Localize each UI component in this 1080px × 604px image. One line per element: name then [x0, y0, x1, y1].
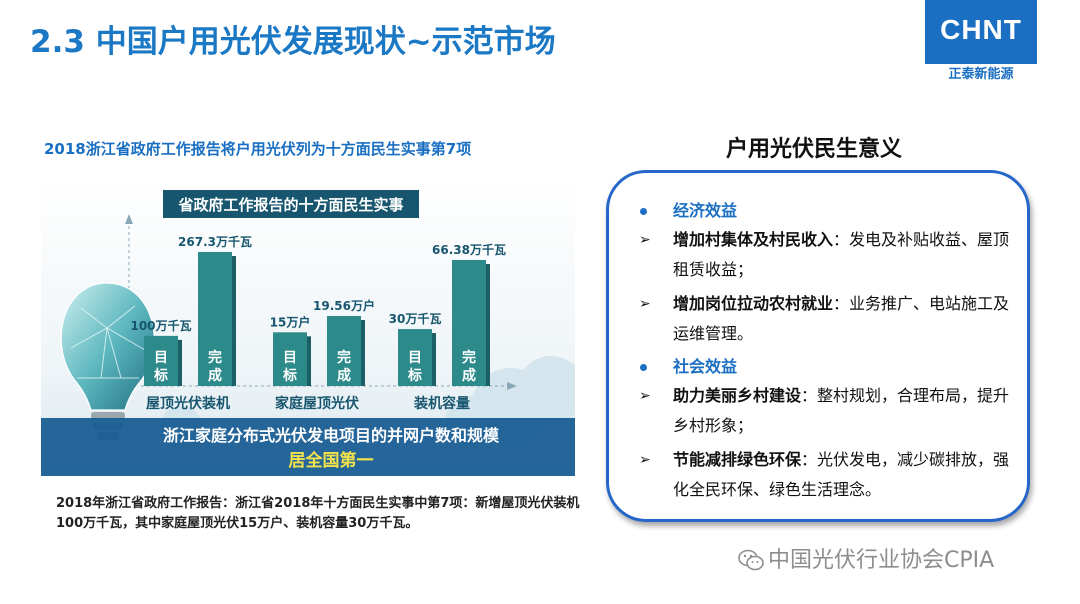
benefit-text: ：整村规划，合理布局，提升乡村形象；	[673, 386, 1010, 435]
bar-type-label: 成	[462, 367, 476, 384]
bar	[327, 316, 361, 386]
bar-type-label: 标	[153, 367, 168, 384]
benefit-title: 增加村集体及村民收入	[673, 230, 834, 249]
benefit-item: ➢ 增加村集体及村民收入：发电及补贴收益、屋顶租赁收益；	[639, 225, 1019, 285]
logo-subtitle: 正泰新能源	[925, 64, 1037, 85]
benefit-text: ：业务推广、电站施工及运维管理。	[673, 294, 1010, 343]
livelihood-infographic: 省政府工作报告的十方面民生实事 100万千瓦目标 267.3万千瓦完成屋顶光伏装机…	[41, 178, 575, 476]
axis-arrow-icon	[125, 214, 133, 224]
watermark: 中国光伏行业协会CPIA	[738, 542, 994, 577]
logo-mark: CHNT	[940, 14, 1022, 45]
bullet-dot-icon	[640, 208, 647, 215]
bar-type-label: 标	[282, 367, 297, 384]
significance-panel: 经济效益 ➢ 增加村集体及村民收入：发电及补贴收益、屋顶租赁收益； ➢ 增加岗位拉动农村…	[606, 170, 1030, 522]
section-heading-text: 社会效益	[673, 357, 738, 376]
bar-type-label: 成	[208, 367, 222, 384]
page-title: 2.3 中国户用光伏发展现状~示范市场	[30, 24, 556, 60]
bar-type-label: 完	[208, 349, 222, 366]
section-heading: 社会效益	[639, 353, 1019, 381]
chint-logo: CHNT 正泰新能源	[925, 0, 1037, 85]
bar	[273, 332, 307, 386]
benefit-text: ：发电及补贴收益、屋顶租赁收益；	[673, 230, 1010, 279]
bar-value-label: 267.3万千瓦	[178, 234, 252, 249]
footer-line-1: 浙江家庭分布式光伏发电项目的并网户数和规模	[163, 426, 500, 445]
bar-type-label: 目	[408, 350, 422, 366]
banner-background	[163, 190, 419, 218]
bar-type-label: 目	[283, 350, 297, 366]
benefit-item: ➢ 增加岗位拉动农村就业：业务推广、电站施工及运维管理。	[639, 289, 1019, 349]
watermark-text: 中国光伏行业协会CPIA	[768, 548, 995, 573]
bar	[398, 329, 432, 386]
section-heading-text: 经济效益	[673, 201, 738, 220]
banner-text: 省政府工作报告的十方面民生实事	[177, 196, 403, 214]
panel-title: 户用光伏民生意义	[726, 137, 903, 162]
section-heading: 经济效益	[639, 197, 1019, 225]
footer-line-2: 居全国第一	[289, 450, 374, 471]
group-label: 屋顶光伏装机	[146, 395, 230, 412]
bar-value-label: 100万千瓦	[130, 318, 191, 333]
arrow-bullet-icon: ➢	[639, 388, 651, 404]
benefit-title: 节能减排绿色环保	[673, 450, 802, 469]
benefit-item: ➢ 节能减排绿色环保：光伏发电，减少碳排放，强化全民环保、绿色生活理念。	[639, 445, 1019, 505]
report-note: 2018年浙江省政府工作报告：浙江省2018年十方面民生实事中第7项：新增屋顶光…	[56, 496, 580, 531]
benefit-title: 增加岗位拉动农村就业	[673, 294, 834, 313]
benefit-title: 助力美丽乡村建设	[673, 386, 802, 405]
group-label: 家庭屋顶光伏	[275, 395, 359, 412]
arrow-bullet-icon: ➢	[639, 452, 651, 468]
arrow-bullet-icon: ➢	[639, 296, 651, 312]
wechat-icon	[738, 549, 764, 577]
bar-type-label: 完	[337, 349, 351, 366]
footer-band	[41, 418, 575, 476]
bar-value-label: 30万千瓦	[389, 311, 442, 326]
group-label: 装机容量	[413, 395, 470, 412]
bar-value-label: 19.56万户	[313, 298, 375, 313]
bar-type-label: 目	[154, 350, 168, 366]
arrow-bullet-icon: ➢	[639, 232, 651, 248]
bar-type-label: 标	[407, 367, 422, 384]
bar	[452, 260, 486, 386]
bar	[198, 252, 232, 386]
benefit-item: ➢ 助力美丽乡村建设：整村规划，合理布局，提升乡村形象；	[639, 381, 1019, 441]
benefit-text: ：光伏发电，减少碳排放，强化全民环保、绿色生活理念。	[673, 450, 1010, 499]
report-caption: 2018浙江省政府工作报告将户用光伏列为十方面民生实事第7项	[44, 140, 472, 158]
panel-body: 经济效益 ➢ 增加村集体及村民收入：发电及补贴收益、屋顶租赁收益； ➢ 增加岗位拉动农村…	[639, 197, 1019, 509]
bullet-dot-icon	[640, 364, 647, 371]
axis-arrow-icon	[507, 382, 517, 390]
bar	[144, 335, 178, 386]
bar-type-label: 完	[462, 349, 476, 366]
bar-type-label: 成	[337, 367, 351, 384]
bars-layer: 100万千瓦目标267.3万千瓦完成屋顶光伏装机15万户目标19.56万户完成家…	[130, 234, 506, 412]
bar-value-label: 66.38万千瓦	[432, 242, 506, 257]
bar-value-label: 15万户	[270, 314, 311, 329]
